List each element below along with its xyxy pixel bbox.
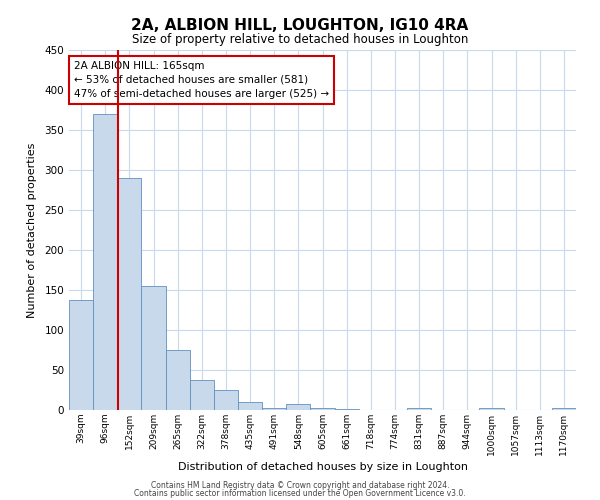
Bar xyxy=(238,402,262,410)
Bar xyxy=(93,114,117,410)
Bar xyxy=(69,300,93,410)
Bar xyxy=(214,390,238,410)
Bar xyxy=(479,408,503,410)
Bar xyxy=(190,380,214,410)
Bar xyxy=(552,408,576,410)
Bar xyxy=(166,350,190,410)
Bar xyxy=(117,178,142,410)
Bar xyxy=(262,408,286,410)
Bar xyxy=(286,404,310,410)
Y-axis label: Number of detached properties: Number of detached properties xyxy=(28,142,37,318)
Text: 2A, ALBION HILL, LOUGHTON, IG10 4RA: 2A, ALBION HILL, LOUGHTON, IG10 4RA xyxy=(131,18,469,32)
Text: Size of property relative to detached houses in Loughton: Size of property relative to detached ho… xyxy=(132,32,468,46)
Bar xyxy=(407,408,431,410)
X-axis label: Distribution of detached houses by size in Loughton: Distribution of detached houses by size … xyxy=(178,462,467,472)
Bar xyxy=(142,286,166,410)
Bar xyxy=(310,408,335,410)
Text: 2A ALBION HILL: 165sqm
← 53% of detached houses are smaller (581)
47% of semi-de: 2A ALBION HILL: 165sqm ← 53% of detached… xyxy=(74,61,329,99)
Text: Contains public sector information licensed under the Open Government Licence v3: Contains public sector information licen… xyxy=(134,489,466,498)
Text: Contains HM Land Registry data © Crown copyright and database right 2024.: Contains HM Land Registry data © Crown c… xyxy=(151,480,449,490)
Bar xyxy=(335,409,359,410)
